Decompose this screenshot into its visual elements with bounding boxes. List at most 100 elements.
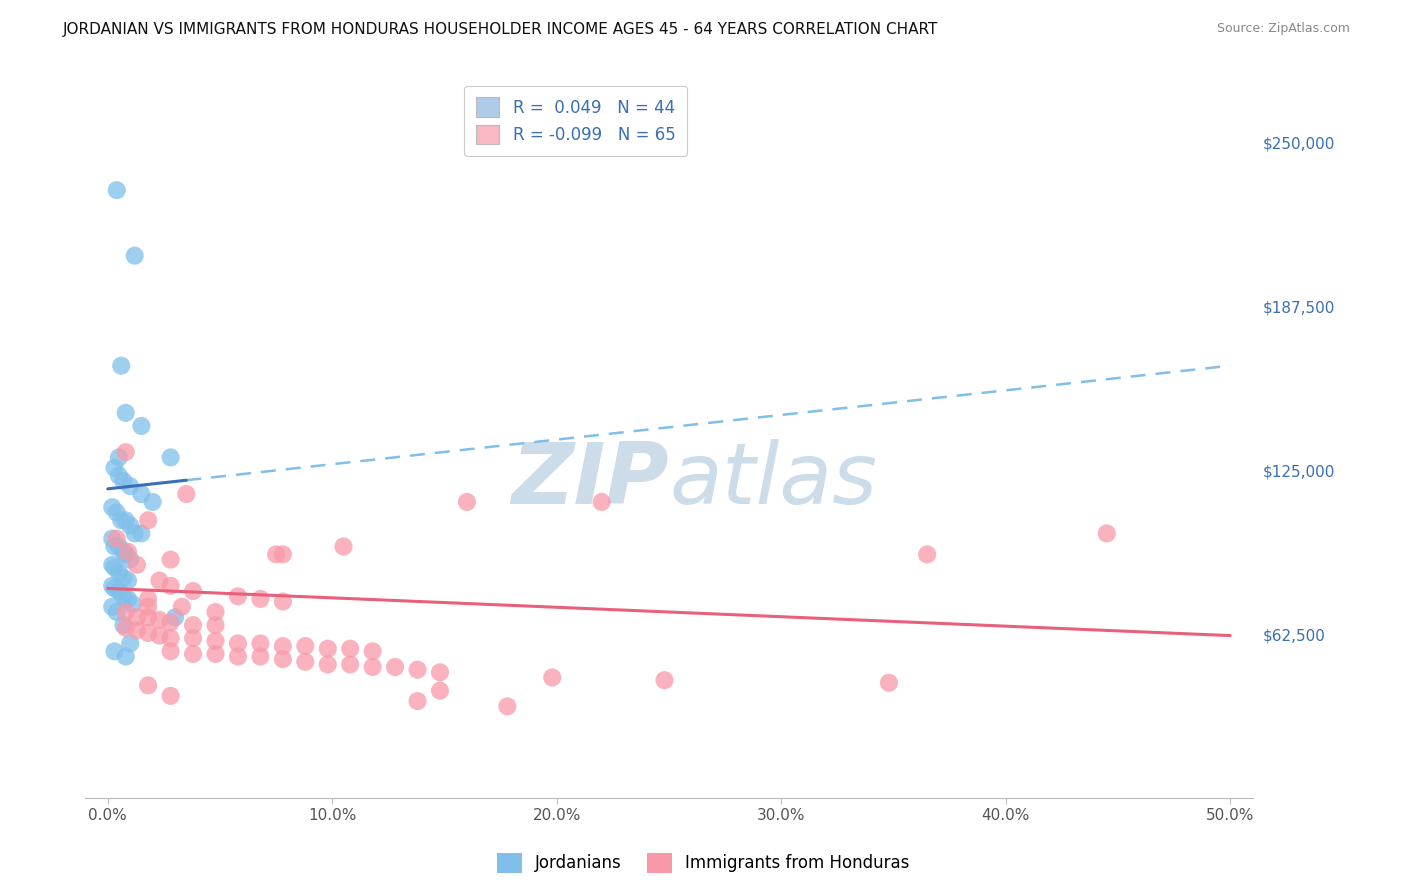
Point: [114, 621, 136, 635]
Point: [406, 694, 429, 708]
Point: [131, 419, 153, 434]
Point: [103, 540, 125, 554]
Point: [654, 673, 676, 687]
Point: [159, 450, 181, 465]
Point: [103, 560, 125, 574]
Point: [877, 675, 900, 690]
Text: atlas: atlas: [669, 440, 877, 523]
Point: [591, 495, 613, 509]
Point: [105, 605, 128, 619]
Point: [271, 639, 294, 653]
Point: [112, 589, 135, 603]
Point: [148, 613, 170, 627]
Legend: R =  0.049   N = 44, R = -0.099   N = 65: R = 0.049 N = 44, R = -0.099 N = 65: [464, 86, 688, 156]
Point: [114, 605, 136, 619]
Point: [204, 605, 226, 619]
Point: [120, 636, 142, 650]
Point: [136, 591, 159, 606]
Point: [249, 636, 271, 650]
Point: [204, 633, 226, 648]
Point: [125, 624, 148, 638]
Point: [108, 468, 131, 483]
Point: [159, 631, 181, 645]
Point: [114, 513, 136, 527]
Point: [496, 699, 519, 714]
Point: [159, 552, 181, 566]
Point: [226, 589, 249, 603]
Point: [541, 671, 564, 685]
Point: [101, 532, 124, 546]
Point: [105, 183, 128, 197]
Point: [165, 610, 187, 624]
Point: [101, 500, 124, 515]
Point: [456, 495, 478, 509]
Point: [136, 626, 159, 640]
Point: [120, 479, 142, 493]
Point: [316, 641, 339, 656]
Point: [271, 547, 294, 561]
Point: [120, 552, 142, 566]
Point: [1095, 526, 1118, 541]
Point: [271, 594, 294, 608]
Point: [204, 618, 226, 632]
Point: [339, 657, 361, 672]
Point: [142, 495, 165, 509]
Point: [101, 558, 124, 572]
Point: [226, 636, 249, 650]
Point: [271, 652, 294, 666]
Point: [103, 461, 125, 475]
Point: [112, 474, 135, 488]
Point: [294, 639, 316, 653]
Point: [114, 445, 136, 459]
Point: [406, 663, 429, 677]
Point: [159, 644, 181, 658]
Point: [112, 618, 135, 632]
Point: [181, 647, 204, 661]
Point: [112, 571, 135, 585]
Point: [124, 526, 146, 541]
Point: [294, 655, 316, 669]
Point: [429, 683, 451, 698]
Point: [110, 359, 132, 373]
Point: [429, 665, 451, 680]
Point: [226, 649, 249, 664]
Point: [316, 657, 339, 672]
Point: [112, 545, 135, 559]
Point: [204, 647, 226, 661]
Point: [170, 599, 193, 614]
Point: [114, 547, 136, 561]
Point: [148, 629, 170, 643]
Point: [159, 615, 181, 630]
Point: [915, 547, 938, 561]
Point: [264, 547, 287, 561]
Point: [181, 618, 204, 632]
Point: [361, 660, 384, 674]
Point: [159, 689, 181, 703]
Point: [117, 545, 139, 559]
Point: [108, 450, 131, 465]
Text: Source: ZipAtlas.com: Source: ZipAtlas.com: [1216, 22, 1350, 36]
Point: [136, 513, 159, 527]
Point: [339, 641, 361, 656]
Point: [384, 660, 406, 674]
Point: [101, 599, 124, 614]
Point: [105, 505, 128, 519]
Point: [108, 584, 131, 599]
Point: [114, 649, 136, 664]
Point: [105, 532, 128, 546]
Point: [108, 566, 131, 580]
Point: [125, 610, 148, 624]
Point: [103, 644, 125, 658]
Point: [101, 579, 124, 593]
Point: [159, 579, 181, 593]
Point: [117, 591, 139, 606]
Point: [103, 582, 125, 596]
Point: [114, 406, 136, 420]
Point: [136, 610, 159, 624]
Point: [136, 678, 159, 692]
Point: [125, 558, 148, 572]
Point: [249, 649, 271, 664]
Point: [121, 597, 143, 611]
Point: [108, 540, 131, 554]
Point: [136, 599, 159, 614]
